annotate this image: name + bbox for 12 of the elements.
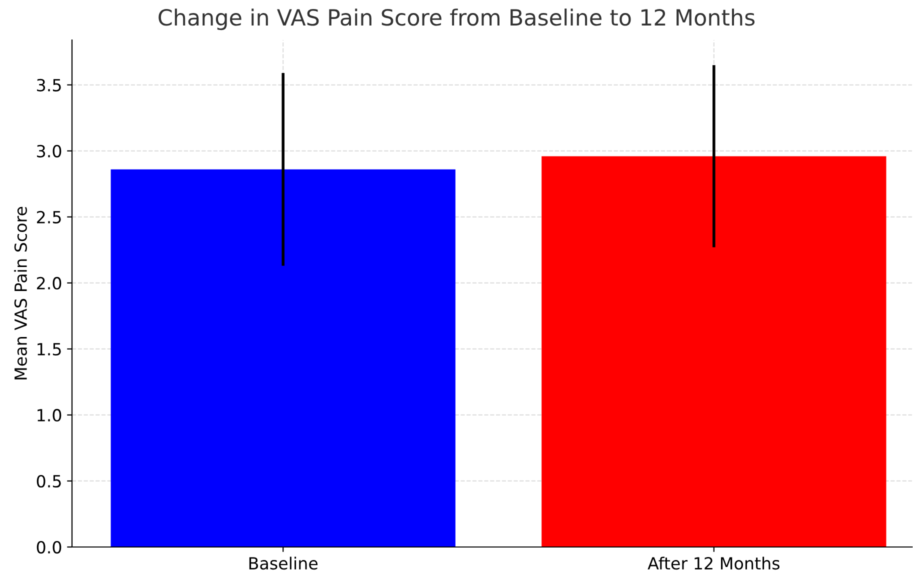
y-tick-label: 3.5 bbox=[37, 78, 61, 92]
y-tick-label: 1.0 bbox=[38, 408, 62, 422]
chart-title: Change in VAS Pain Score from Baseline to 12 Months bbox=[158, 8, 755, 30]
x-tick-label: After 12 Months bbox=[648, 556, 780, 570]
y-axis-title: Mean VAS Pain Score bbox=[14, 206, 27, 380]
y-tick-label: 2.5 bbox=[36, 210, 61, 224]
y-tick-label: 3.0 bbox=[37, 144, 62, 158]
y-tick-label: 1.5 bbox=[38, 343, 61, 356]
y-tick-label: 0.5 bbox=[36, 474, 61, 488]
x-tick-label: Baseline bbox=[249, 556, 318, 570]
y-tick-label: 2.0 bbox=[36, 276, 62, 290]
y-tick-label: 0.0 bbox=[36, 540, 62, 554]
